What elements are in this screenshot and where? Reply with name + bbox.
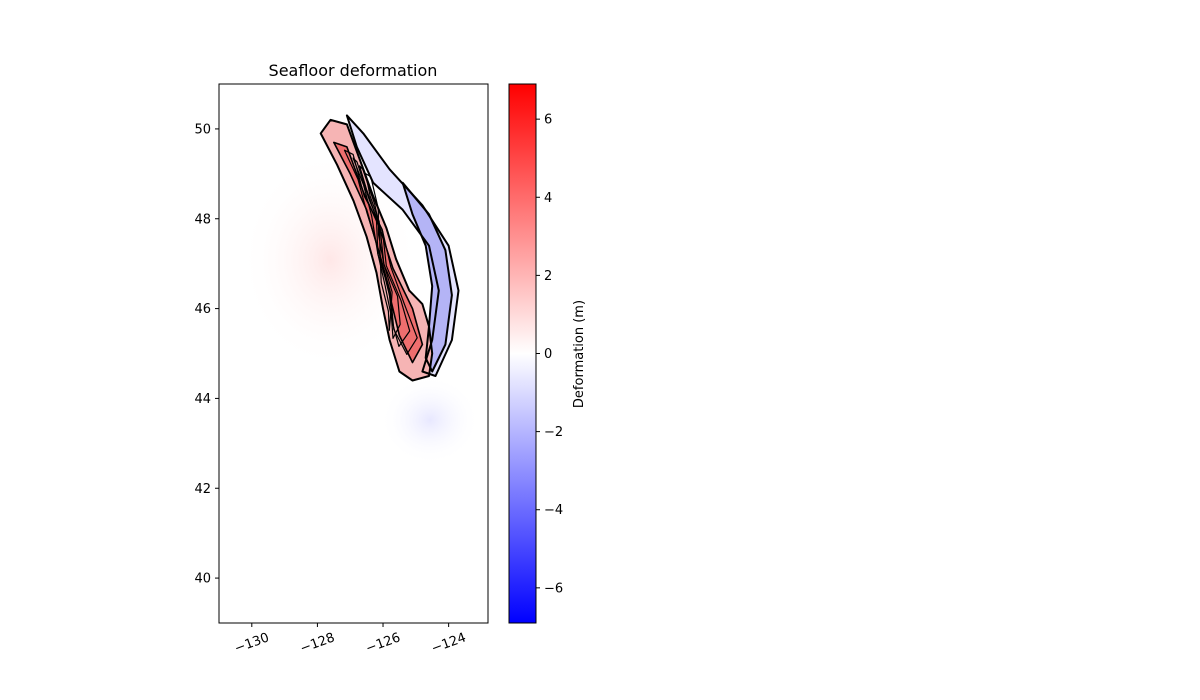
colorbar-tick-label: 0: [544, 347, 552, 362]
uplift-contour-level-1: [343, 149, 418, 355]
chart-title: Seafloor deformation: [269, 61, 438, 80]
colorbar: [508, 83, 537, 624]
y-tick-label: 44: [194, 392, 211, 407]
y-tick-label: 40: [194, 572, 211, 587]
colorbar-label: Deformation (m): [572, 300, 587, 408]
deformation-zones: [320, 115, 459, 381]
subsidence-zone-core: [402, 182, 452, 372]
subsidence-contour-inner: [401, 181, 453, 373]
x-tick-label: −124: [429, 630, 468, 656]
plot-area: [219, 84, 488, 623]
colorbar-tick-label: 2: [544, 269, 552, 284]
colorbar-tick-label: 6: [544, 113, 552, 128]
uplift-contour-level-3: [358, 165, 401, 339]
y-axis: 40 42 44 46 48 50: [194, 122, 219, 587]
y-tick-label: 46: [194, 302, 211, 317]
x-tick-label: −128: [298, 630, 337, 656]
subsidence-halo: [380, 375, 480, 465]
y-tick-label: 50: [194, 122, 211, 137]
colorbar-tick-label: 4: [544, 191, 552, 206]
colorbar-tick-label: −2: [544, 425, 563, 440]
subsidence-zone-fill: [346, 115, 459, 377]
y-tick-label: 42: [194, 482, 211, 497]
plot-frame: [218, 83, 489, 624]
x-axis: −130 −128 −126 −124: [233, 623, 468, 657]
uplift-contour-level-4: [365, 173, 393, 331]
colorbar-tick-label: −6: [544, 581, 563, 596]
x-tick-label: −130: [233, 630, 272, 656]
colorbar-axis: −6 −4 −2 0 2 4 6: [536, 113, 563, 596]
uplift-zone-core: [333, 142, 423, 363]
contour-lines: [319, 114, 460, 382]
x-tick-label: −126: [364, 630, 403, 656]
colorbar-tick-label: −4: [544, 503, 563, 518]
y-tick-label: 48: [194, 212, 211, 227]
